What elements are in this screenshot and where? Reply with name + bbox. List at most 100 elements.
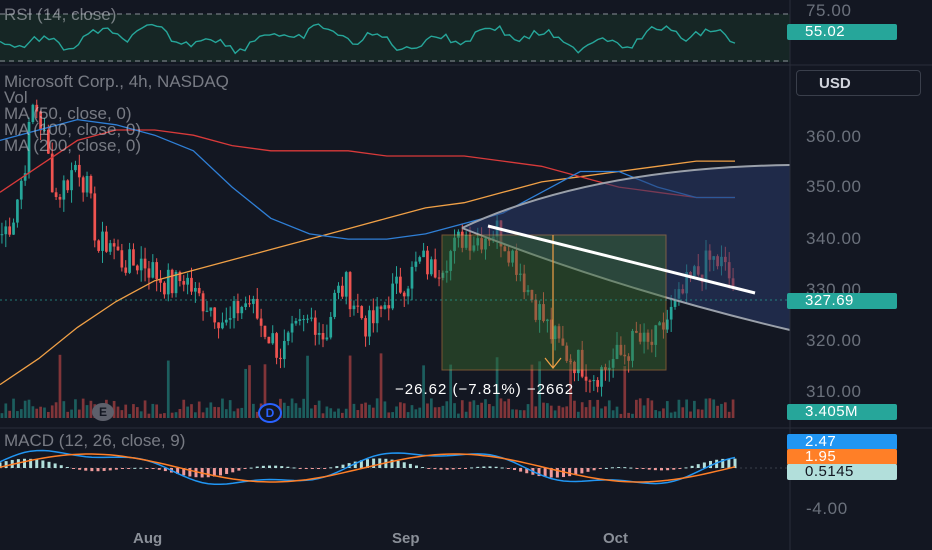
candle-body: [429, 259, 433, 275]
volume-bar: [120, 410, 124, 418]
macd-histogram-bar: [286, 466, 290, 468]
symbol-title[interactable]: Microsoft Corp., 4h, NASDAQ: [4, 72, 229, 91]
candle-body: [534, 299, 538, 320]
macd-histogram-bar: [445, 468, 449, 470]
volume-bar: [642, 405, 646, 418]
candle-body: [182, 281, 186, 285]
candle-body: [105, 231, 108, 252]
candle-body: [255, 298, 259, 319]
volume-bar: [468, 401, 472, 418]
volume-bar: [433, 407, 437, 418]
volume-bar: [495, 357, 499, 418]
measure-box[interactable]: [441, 234, 667, 371]
macd-histogram-bar: [96, 468, 100, 472]
candle-body: [530, 289, 534, 300]
trend-line[interactable]: [487, 224, 756, 295]
volume-bar: [310, 408, 313, 418]
candle-body: [379, 306, 383, 309]
macd-histogram-bar: [684, 467, 688, 469]
volume-bar: [569, 358, 572, 418]
candle-body: [658, 322, 661, 326]
currency-button[interactable]: USD: [796, 70, 921, 96]
candle-body: [259, 318, 263, 326]
candle-body: [337, 285, 340, 293]
volume-bar: [341, 412, 344, 418]
macd-histogram-bar: [390, 459, 394, 468]
volume-bar: [604, 406, 607, 418]
candle-body: [232, 301, 236, 319]
macd-histogram-bar: [353, 461, 357, 468]
macd-histogram-bar: [702, 462, 706, 468]
macd-histogram-bar: [506, 468, 510, 469]
volume-bar: [329, 408, 333, 418]
fan-drawing[interactable]: [461, 164, 791, 331]
candle-body: [480, 238, 483, 250]
candle-body: [143, 258, 147, 269]
volume-bar: [623, 365, 627, 418]
volume-bar: [39, 406, 42, 418]
volume-bar: [472, 400, 476, 418]
candle-body: [263, 325, 267, 337]
macd-histogram-bar: [617, 467, 621, 469]
volume-bar: [194, 412, 197, 418]
volume-bar: [197, 401, 201, 418]
candle-body: [623, 354, 627, 357]
candle-body: [4, 226, 8, 235]
candle-body: [360, 306, 364, 319]
volume-bar: [654, 410, 658, 418]
macd-histogram-bar: [194, 468, 198, 478]
y-tick-310: 310.00: [806, 382, 862, 401]
candle-body: [186, 277, 189, 285]
candle-body: [116, 246, 120, 251]
volume-bar: [441, 405, 445, 418]
candle-body: [147, 268, 151, 278]
macd-histogram-bar: [29, 458, 33, 468]
volume-bar: [561, 407, 565, 418]
earnings-event-icon[interactable]: E: [92, 403, 114, 421]
volume-bar: [228, 400, 232, 418]
candle-body: [391, 283, 394, 309]
macd-histogram-bar: [457, 468, 461, 469]
macd-histogram-bar: [329, 467, 333, 469]
volume-bar: [414, 409, 418, 418]
candle-body: [317, 332, 321, 335]
candle-body: [511, 250, 514, 263]
volume-bar: [592, 406, 596, 418]
dividend-event-icon[interactable]: D: [258, 403, 282, 423]
volume-bar: [712, 399, 716, 418]
macd-histogram-bar: [145, 468, 149, 469]
volume-bar: [54, 402, 58, 418]
candle-body: [576, 349, 580, 374]
candle-body: [240, 306, 244, 314]
macd-histogram-bar: [304, 468, 308, 469]
candle-body: [673, 298, 677, 307]
volume-bar: [422, 365, 425, 418]
volume-bar: [553, 410, 557, 418]
volume-bar: [19, 409, 23, 418]
candle-body: [197, 287, 201, 294]
candle-body: [580, 349, 584, 377]
volume-bar: [147, 413, 151, 418]
volume-bar: [410, 405, 414, 418]
volume-bar: [255, 411, 259, 418]
volume-bar: [240, 407, 244, 418]
volume-bar: [685, 399, 688, 418]
volume-bar: [31, 406, 35, 418]
candle-body: [23, 173, 27, 181]
volume-bar: [174, 412, 178, 418]
volume-bar: [460, 400, 464, 418]
candle-body: [631, 330, 634, 361]
macd-histogram-bar: [212, 468, 216, 477]
volume-bar: [522, 410, 526, 418]
macd-histogram-bar: [0, 462, 2, 468]
candle-body: [600, 367, 603, 387]
macd-histogram-bar: [666, 468, 670, 471]
macd-histogram-bar: [35, 459, 39, 468]
candle-body: [27, 122, 31, 174]
macd-histogram-bar: [335, 466, 339, 468]
candle-body: [460, 231, 464, 248]
volume-bar: [236, 408, 240, 418]
candle-body: [457, 231, 460, 238]
volume-bar: [182, 399, 186, 418]
